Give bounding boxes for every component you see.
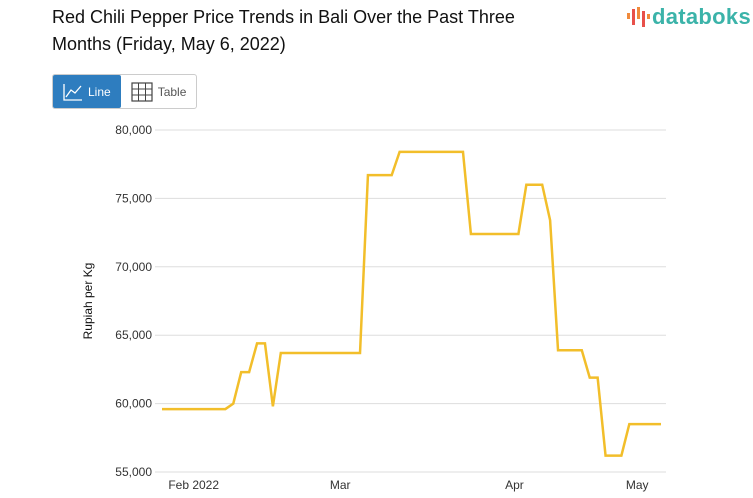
y-axis-label: Rupiah per Kg [81,263,95,340]
table-grid-icon [131,81,153,102]
table-view-button[interactable]: Table [121,75,197,108]
table-view-label: Table [157,84,187,99]
view-toggle: Line Table [52,74,198,109]
y-tick-label: 70,000 [115,260,152,274]
chart-title: Red Chili Pepper Price Trends in Bali Ov… [52,7,515,54]
series-line [162,150,661,457]
logo-text: databoks [652,4,751,29]
y-tick-label: 55,000 [115,465,152,479]
y-tick-label: 75,000 [115,191,152,205]
x-tick-label: Feb 2022 [168,478,219,492]
databoks-logo: databoks [626,4,751,30]
y-tick-label: 60,000 [115,397,152,411]
x-tick-label: Apr [505,478,524,492]
line-chart-icon [63,83,82,101]
x-tick-label: May [626,478,649,492]
y-tick-label: 65,000 [115,328,152,342]
line-view-button[interactable]: Line [53,75,121,108]
x-tick-label: Mar [330,478,351,492]
logo-bars-icon [627,7,650,27]
y-tick-label: 80,000 [115,123,152,137]
line-view-label: Line [88,84,111,99]
